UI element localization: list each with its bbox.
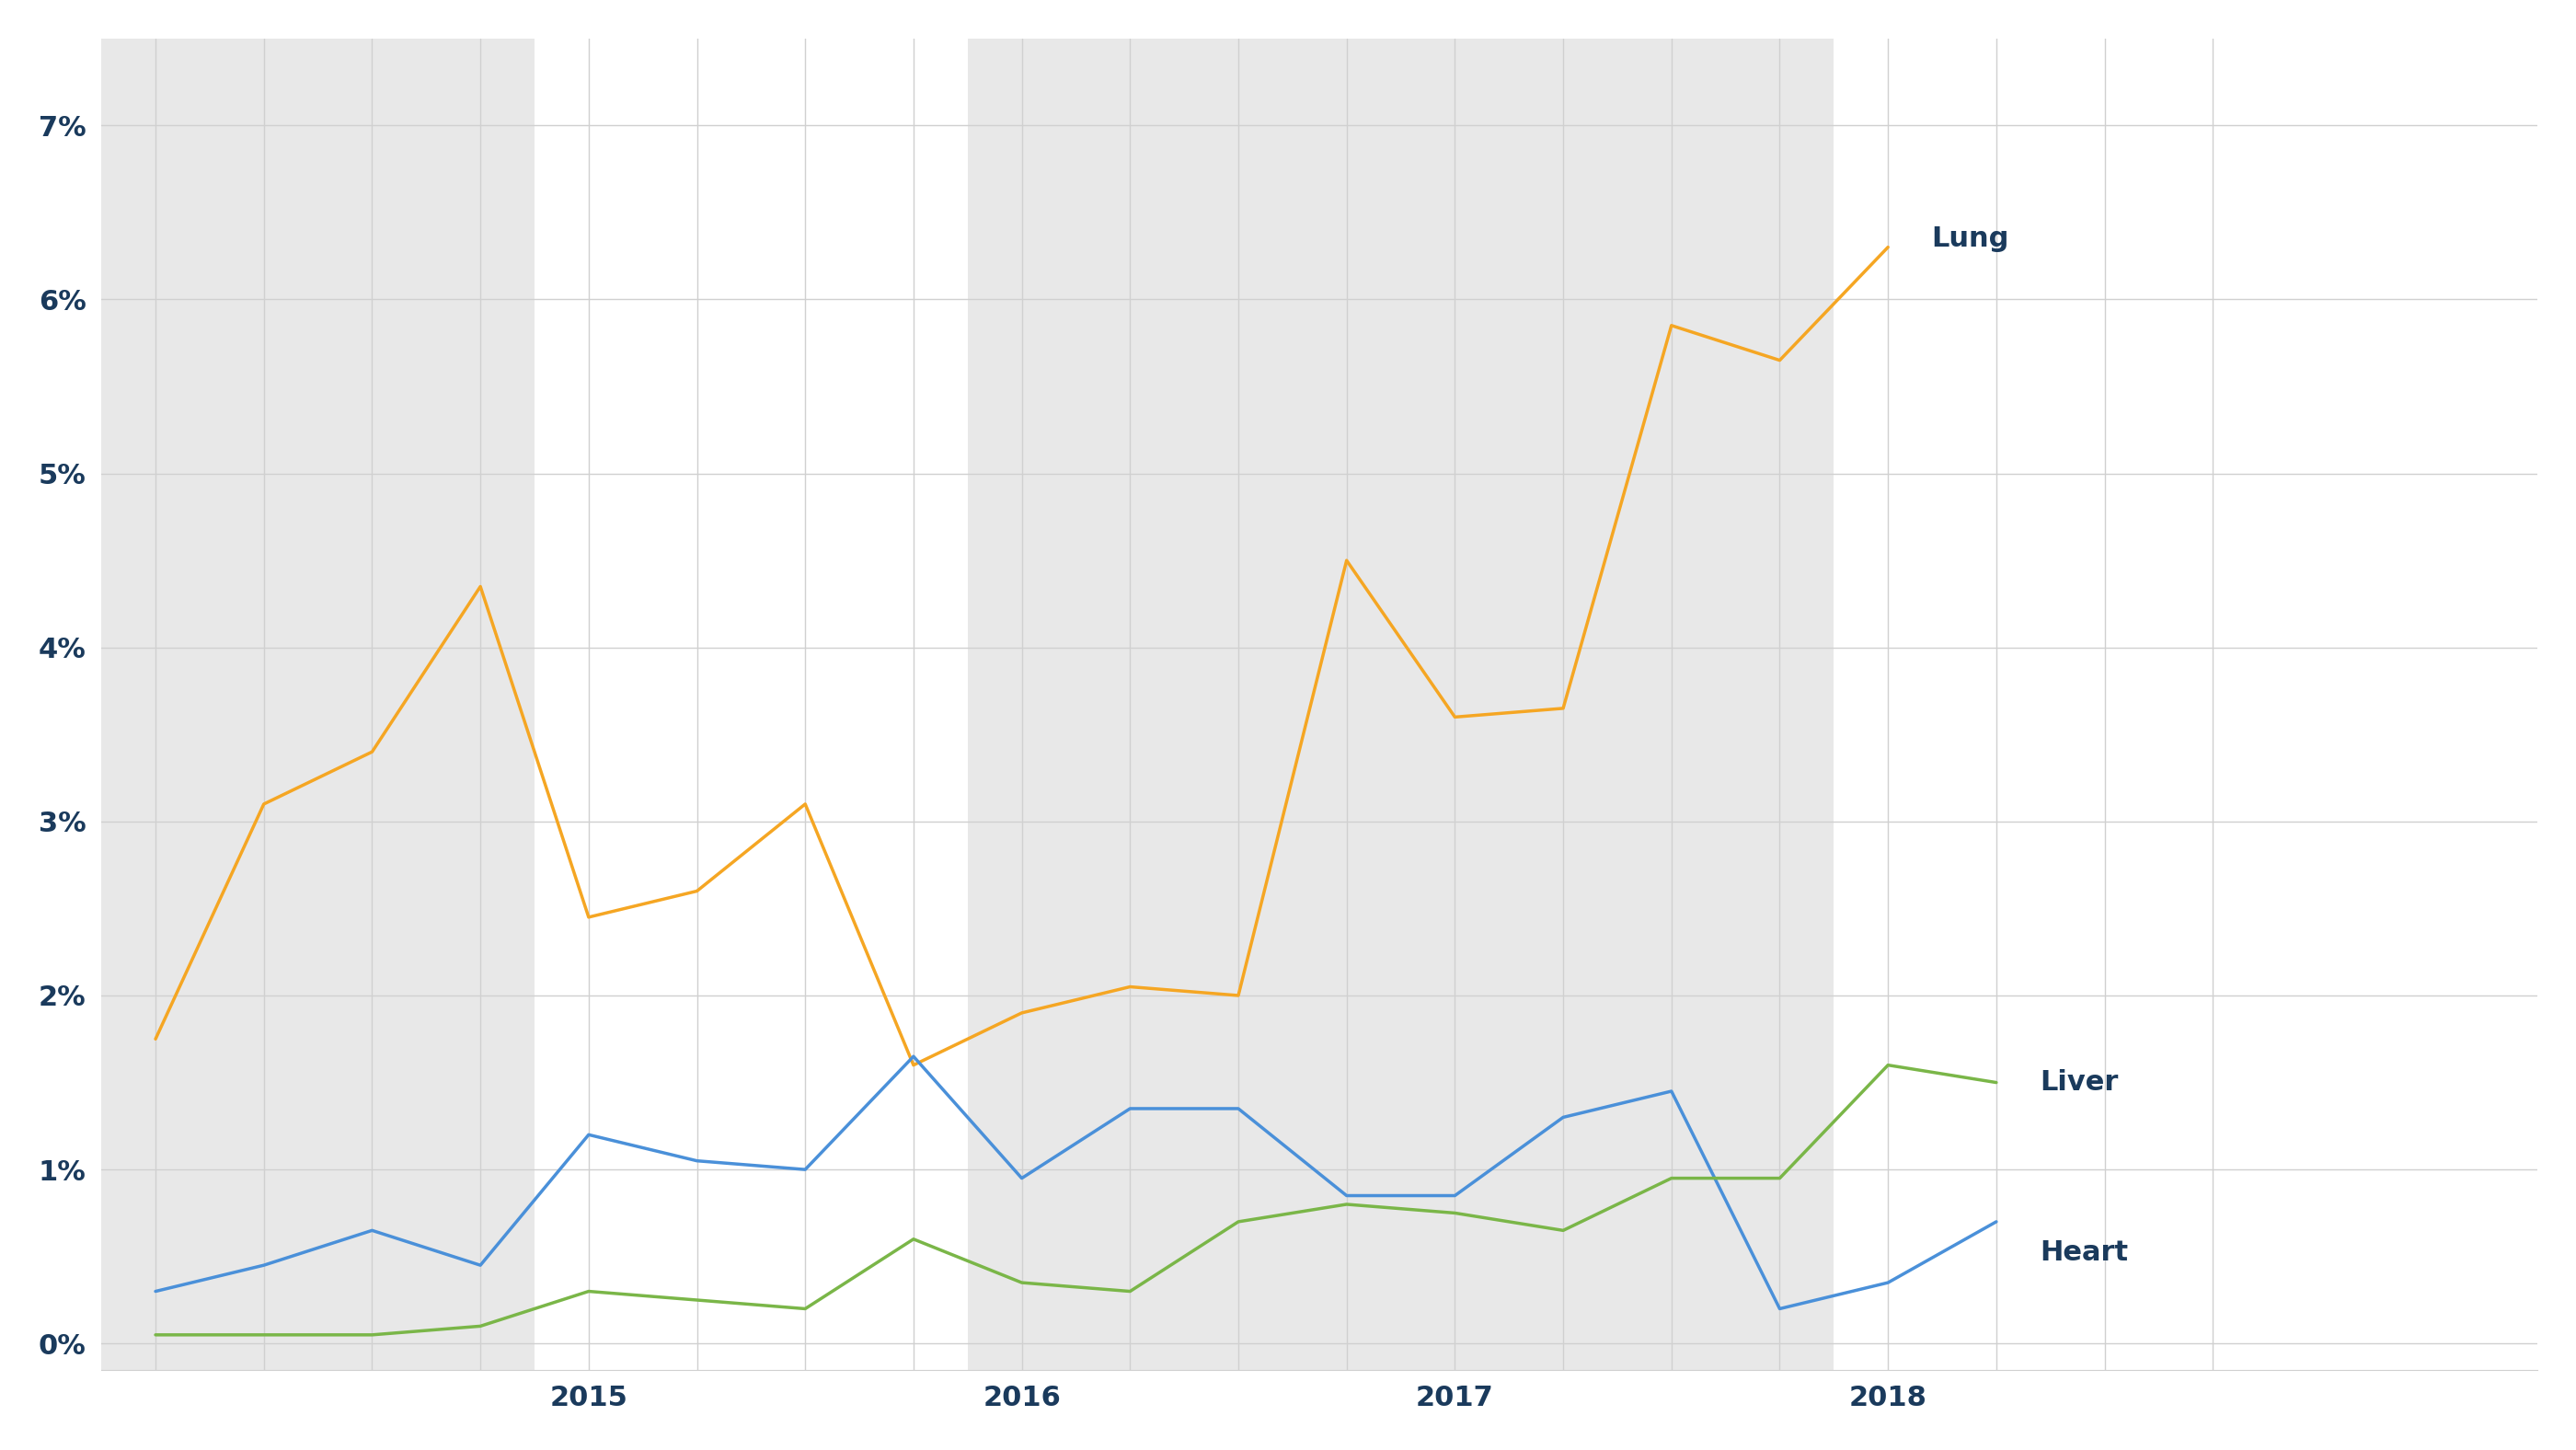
Text: Lung: Lung: [1932, 225, 2009, 252]
Bar: [100, 38, 533, 1370]
Text: Liver: Liver: [2040, 1069, 2117, 1096]
Bar: [969, 38, 1834, 1370]
Text: Heart: Heart: [2040, 1240, 2128, 1266]
